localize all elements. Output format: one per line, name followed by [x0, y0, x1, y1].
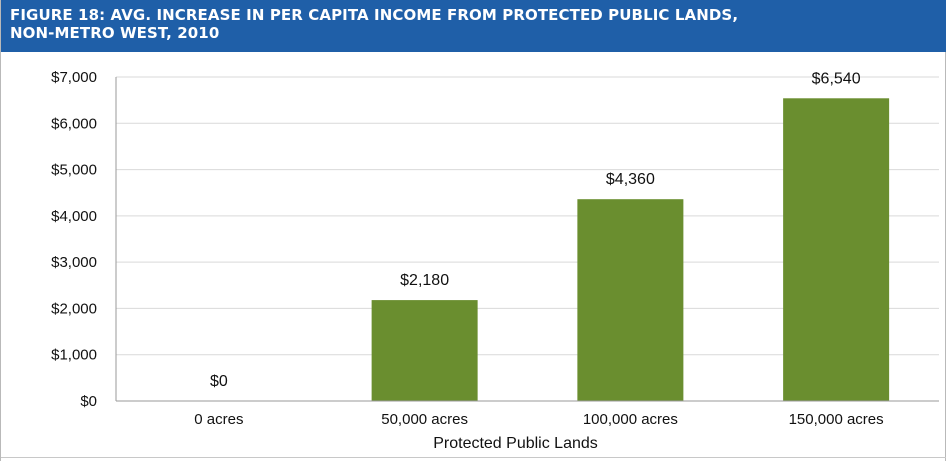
y-tick-label: $4,000 [51, 208, 97, 225]
y-tick-label: $7,000 [51, 69, 97, 86]
bottom-rule [1, 457, 946, 458]
data-label: $6,540 [812, 70, 861, 87]
y-tick-label: $2,000 [51, 300, 97, 317]
figure-title-line-2: NON-METRO WEST, 2010 [10, 24, 220, 42]
y-tick-label: $1,000 [51, 347, 97, 364]
gridlines [116, 76, 939, 356]
data-label: $2,180 [400, 272, 449, 289]
data-labels: $0 $2,180 $4,360 $6,540 [210, 70, 861, 390]
bar [577, 199, 684, 401]
data-label: $0 [210, 373, 228, 390]
bar [371, 300, 478, 401]
y-axis-tick-labels: $0 $1,000 $2,000 $3,000 $4,000 $5,000 $6,000 $7… [51, 69, 97, 410]
figure-title-line-1: FIGURE 18: AVG. INCREASE IN PER CAPITA I… [10, 6, 739, 24]
figure-header: FIGURE 18: AVG. INCREASE IN PER CAPITA I… [1, 0, 946, 52]
x-axis-title: Protected Public Lands [433, 435, 598, 452]
y-tick-label: $6,000 [51, 115, 97, 132]
bars [371, 98, 890, 401]
bar-chart: $0 $1,000 $2,000 $3,000 $4,000 $5,000 $6,000 $7… [51, 69, 939, 452]
x-tick-label: 50,000 acres [381, 411, 468, 428]
bar [783, 98, 890, 401]
data-label: $4,360 [606, 171, 655, 188]
y-tick-label: $3,000 [51, 254, 97, 271]
y-tick-label: $5,000 [51, 162, 97, 179]
x-tick-label: 100,000 acres [583, 411, 678, 428]
x-axis-tick-labels: 0 acres 50,000 acres 100,000 acres 150,000 … [194, 411, 883, 428]
y-tick-label: $0 [80, 393, 97, 410]
x-tick-label: 150,000 acres [789, 411, 884, 428]
x-tick-label: 0 acres [194, 411, 243, 428]
